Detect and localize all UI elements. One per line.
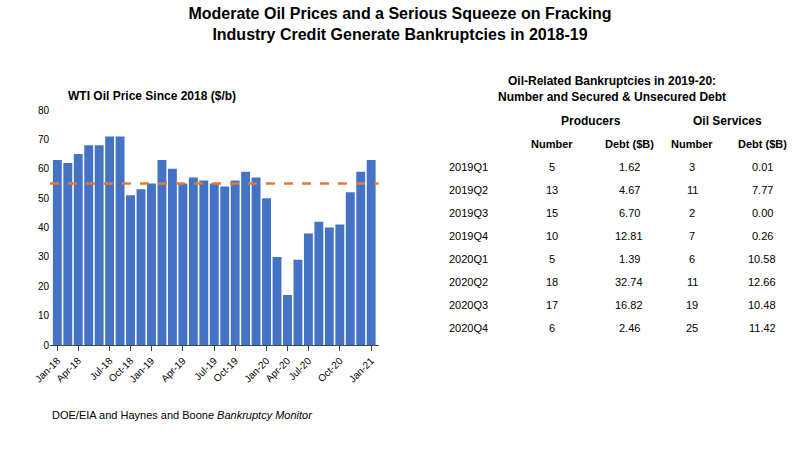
svg-text:0.00: 0.00 bbox=[752, 207, 773, 219]
svg-text:Jul-19: Jul-19 bbox=[192, 355, 219, 382]
svg-text:40: 40 bbox=[38, 222, 50, 233]
svg-text:Apr-20: Apr-20 bbox=[263, 355, 292, 384]
svg-text:70: 70 bbox=[38, 134, 50, 145]
svg-text:17: 17 bbox=[546, 299, 558, 311]
svg-text:Oct-20: Oct-20 bbox=[316, 355, 345, 384]
svg-text:2019Q1: 2019Q1 bbox=[449, 161, 488, 173]
svg-text:Jul-20: Jul-20 bbox=[286, 355, 313, 382]
svg-text:30: 30 bbox=[38, 251, 50, 262]
svg-text:19: 19 bbox=[686, 299, 698, 311]
svg-text:Oil-Related Bankruptcies in 20: Oil-Related Bankruptcies in 2019-20:Numb… bbox=[498, 74, 726, 104]
svg-text:Debt ($B): Debt ($B) bbox=[738, 138, 787, 150]
svg-text:11: 11 bbox=[687, 276, 698, 288]
svg-text:32.74: 32.74 bbox=[615, 276, 643, 288]
svg-text:6.70: 6.70 bbox=[619, 207, 640, 219]
svg-text:18: 18 bbox=[546, 276, 558, 288]
svg-text:Oct-18: Oct-18 bbox=[107, 355, 136, 384]
svg-text:0: 0 bbox=[43, 340, 49, 351]
svg-text:2019Q4: 2019Q4 bbox=[449, 230, 488, 242]
svg-text:20: 20 bbox=[38, 281, 50, 292]
svg-text:2020Q4: 2020Q4 bbox=[449, 322, 488, 334]
svg-text:15: 15 bbox=[546, 207, 558, 219]
svg-text:5: 5 bbox=[549, 161, 555, 173]
svg-text:Jan-20: Jan-20 bbox=[242, 355, 272, 385]
svg-text:6: 6 bbox=[549, 322, 555, 334]
svg-text:Debt ($B): Debt ($B) bbox=[605, 138, 654, 150]
svg-text:Apr-19: Apr-19 bbox=[159, 355, 188, 384]
svg-text:Number: Number bbox=[671, 138, 713, 150]
svg-text:7: 7 bbox=[689, 230, 695, 242]
svg-text:50: 50 bbox=[38, 193, 50, 204]
svg-text:2020Q1: 2020Q1 bbox=[449, 253, 488, 265]
svg-text:3: 3 bbox=[689, 161, 695, 173]
svg-text:DOE/EIA and Haynes and Boone B: DOE/EIA and Haynes and Boone Bankruptcy … bbox=[52, 409, 313, 421]
svg-text:Jul-18: Jul-18 bbox=[88, 355, 115, 382]
svg-text:10: 10 bbox=[546, 230, 558, 242]
svg-text:1.62: 1.62 bbox=[619, 161, 640, 173]
svg-text:Moderate Oil Prices and a Seri: Moderate Oil Prices and a Serious Squeez… bbox=[188, 5, 611, 43]
svg-text:10.58: 10.58 bbox=[748, 253, 776, 265]
svg-text:13: 13 bbox=[546, 184, 558, 196]
svg-text:60: 60 bbox=[38, 163, 50, 174]
svg-text:1.39: 1.39 bbox=[619, 253, 640, 265]
svg-text:Jan-19: Jan-19 bbox=[127, 355, 157, 385]
svg-text:Number: Number bbox=[531, 138, 573, 150]
svg-text:25: 25 bbox=[686, 322, 698, 334]
svg-text:10.48: 10.48 bbox=[748, 299, 776, 311]
svg-text:Jan-21: Jan-21 bbox=[347, 355, 377, 385]
svg-text:2019Q3: 2019Q3 bbox=[449, 207, 488, 219]
svg-text:2: 2 bbox=[689, 207, 695, 219]
svg-text:2.46: 2.46 bbox=[619, 322, 640, 334]
svg-text:2020Q3: 2020Q3 bbox=[449, 299, 488, 311]
svg-text:Oil Services: Oil Services bbox=[693, 114, 762, 128]
svg-text:2020Q2: 2020Q2 bbox=[449, 276, 488, 288]
svg-text:2019Q2: 2019Q2 bbox=[449, 184, 488, 196]
svg-text:12.66: 12.66 bbox=[748, 276, 776, 288]
svg-text:6: 6 bbox=[689, 253, 695, 265]
svg-text:Apr-18: Apr-18 bbox=[54, 355, 83, 384]
svg-text:Jan-18: Jan-18 bbox=[33, 355, 63, 385]
svg-text:Oct-19: Oct-19 bbox=[211, 355, 240, 384]
svg-text:5: 5 bbox=[549, 253, 555, 265]
svg-text:4.67: 4.67 bbox=[619, 184, 640, 196]
svg-text:Producers: Producers bbox=[561, 114, 621, 128]
svg-text:80: 80 bbox=[38, 105, 50, 116]
svg-text:7.77: 7.77 bbox=[752, 184, 773, 196]
svg-text:12.81: 12.81 bbox=[615, 230, 643, 242]
svg-text:11: 11 bbox=[687, 184, 698, 196]
svg-text:0.01: 0.01 bbox=[752, 161, 773, 173]
svg-text:11.42: 11.42 bbox=[749, 322, 776, 334]
svg-text:10: 10 bbox=[38, 310, 50, 321]
svg-text:16.82: 16.82 bbox=[615, 299, 643, 311]
svg-text:0.26: 0.26 bbox=[752, 230, 773, 242]
svg-text:WTI Oil Price Since 2018 ($/b): WTI Oil Price Since 2018 ($/b) bbox=[68, 89, 236, 103]
